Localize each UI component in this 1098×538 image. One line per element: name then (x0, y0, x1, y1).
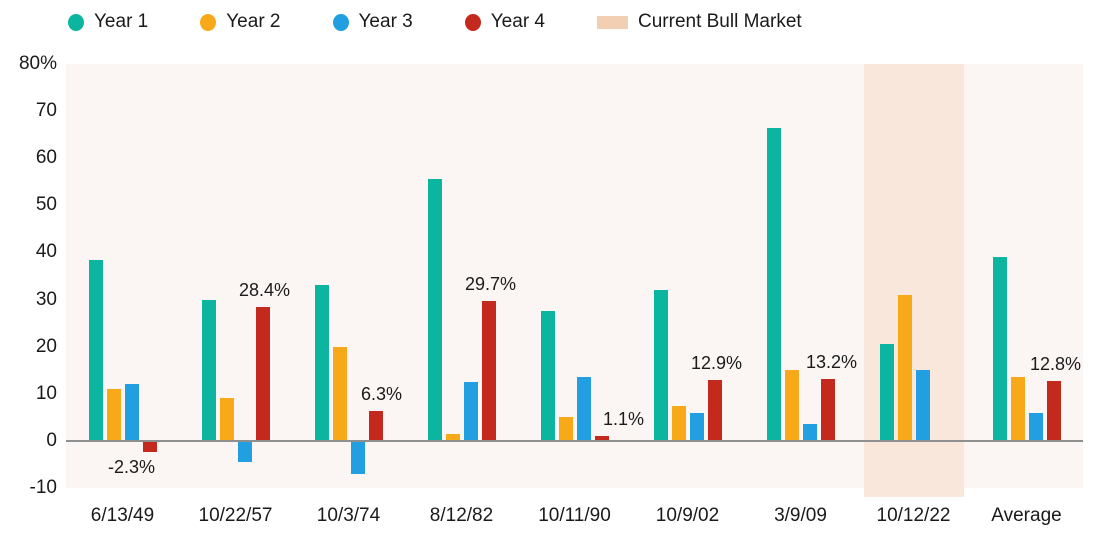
bar-year-3-10-9-02 (689, 412, 704, 441)
zero-axis-line (66, 439, 1083, 442)
y-tick-30: 30 (35, 288, 57, 310)
legend-label: Year 2 (226, 11, 281, 32)
bar-group-6-13-49 (66, 64, 179, 488)
x-label-average: Average (991, 505, 1062, 526)
y-tick-70: 70 (35, 100, 57, 122)
bar-year-3-3-9-09 (802, 424, 817, 441)
x-label-3-9-09: 3/9/09 (774, 505, 827, 526)
legend-label: Year 4 (490, 11, 545, 32)
data-label-10-22-57: 28.4% (238, 280, 291, 301)
legend-label: Current Bull Market (638, 11, 802, 32)
legend-item-year-4: Year 4 (464, 11, 545, 33)
bar-group-10-9-02 (631, 64, 744, 488)
x-label-10-11-90: 10/11/90 (538, 505, 611, 526)
y-axis: 80% 70 60 50 40 30 20 10 0 -10 (0, 0, 57, 538)
bar-year-2-10-22-57 (219, 398, 234, 441)
y-tick-10: -10 (29, 477, 57, 498)
data-label-10-3-74: 6.3% (360, 384, 403, 405)
legend-dot-icon (68, 13, 84, 31)
bar-group-10-3-74 (292, 64, 405, 488)
bar-year-3-8-12-82 (463, 382, 478, 441)
legend-swatch-icon (597, 15, 628, 29)
x-axis-labels: 6/13/49 10/22/57 10/3/74 8/12/82 10/11/90 10/… (66, 505, 1083, 533)
bar-year-3-10-12-22 (915, 370, 930, 441)
bar-group-10-12-22 (857, 64, 970, 488)
y-tick-80: 80% (18, 53, 57, 74)
bar-year-3-6-13-49 (124, 384, 139, 441)
legend-dot-icon (332, 13, 349, 31)
y-tick-60: 60 (35, 147, 57, 169)
bar-year-1-10-9-02 (653, 290, 668, 441)
bar-year-2-6-13-49 (106, 389, 121, 441)
bar-year-3-10-3-74 (350, 440, 365, 474)
legend-item-year-3: Year 3 (332, 11, 413, 33)
data-label-10-9-02: 12.9% (690, 353, 743, 374)
x-label-8-12-82: 8/12/82 (429, 505, 494, 526)
y-tick-10: 10 (35, 382, 57, 404)
legend-item-year-1: Year 1 (68, 11, 148, 33)
x-label-10-22-57: 10/22/57 (198, 505, 273, 526)
bar-group-3-9-09 (744, 64, 857, 488)
bar-year-4-3-9-09 (820, 378, 835, 441)
y-tick-50: 50 (35, 194, 57, 216)
plot-area: -2.3% 28.4% 6.3% 29.7% 1.1% 12.9% 13.2% 12.8% (66, 64, 1083, 497)
bar-year-2-average (1010, 377, 1025, 441)
bar-year-2-10-12-22 (897, 294, 912, 441)
y-tick-20: 20 (35, 335, 57, 357)
bar-year-3-10-11-90 (576, 377, 591, 441)
bar-year-4-10-22-57 (255, 307, 270, 441)
legend-dot-icon (200, 13, 217, 31)
x-label-10-9-02: 10/9/02 (655, 505, 720, 526)
bar-year-1-6-13-49 (88, 259, 103, 441)
y-tick-0: 0 (46, 429, 57, 451)
legend-label: Year 1 (94, 11, 149, 32)
x-label-10-12-22: 10/12/22 (876, 505, 951, 526)
chart-legend: Year 1 Year 2 Year 3 Year 4 Current Bull Mar… (68, 11, 802, 33)
bar-year-1-3-9-09 (766, 127, 781, 441)
data-label-average: 12.8% (1029, 353, 1082, 374)
bar-year-1-8-12-82 (427, 179, 442, 441)
bar-year-1-average (992, 257, 1007, 441)
bar-year-4-6-13-49 (142, 440, 157, 452)
bar-group-10-11-90 (518, 64, 631, 488)
bar-year-1-10-22-57 (201, 299, 216, 441)
legend-item-current-bull-market: Current Bull Market (597, 11, 802, 33)
bar-year-2-10-11-90 (558, 417, 573, 441)
bar-year-4-10-9-02 (707, 380, 722, 441)
bar-year-2-10-3-74 (332, 346, 347, 441)
bar-year-1-10-11-90 (540, 311, 555, 441)
data-label-6-13-49: -2.3% (107, 456, 156, 477)
bar-group-10-22-57 (179, 64, 292, 488)
bar-year-4-8-12-82 (481, 300, 496, 441)
bar-year-1-10-12-22 (879, 344, 894, 441)
bar-year-2-8-12-82 (445, 433, 460, 441)
bar-group-average (970, 64, 1083, 488)
bar-year-2-3-9-09 (784, 370, 799, 441)
bar-year-2-10-9-02 (671, 405, 686, 441)
legend-label: Year 3 (358, 11, 413, 32)
bar-year-3-average (1028, 412, 1043, 441)
data-label-3-9-09: 13.2% (805, 351, 858, 372)
y-tick-40: 40 (35, 241, 57, 263)
x-label-6-13-49: 6/13/49 (90, 505, 155, 526)
bar-year-1-10-3-74 (314, 285, 329, 441)
bar-group-8-12-82 (405, 64, 518, 488)
data-label-8-12-82: 29.7% (464, 273, 517, 294)
bar-year-4-10-11-90 (594, 435, 609, 441)
bar-year-4-10-3-74 (368, 411, 383, 441)
bar-year-4-average (1046, 380, 1061, 441)
legend-dot-icon (464, 13, 481, 31)
x-label-10-3-74: 10/3/74 (316, 505, 381, 526)
data-label-10-11-90: 1.1% (602, 408, 645, 429)
legend-item-year-2: Year 2 (200, 11, 281, 33)
bar-year-3-10-22-57 (237, 440, 252, 463)
